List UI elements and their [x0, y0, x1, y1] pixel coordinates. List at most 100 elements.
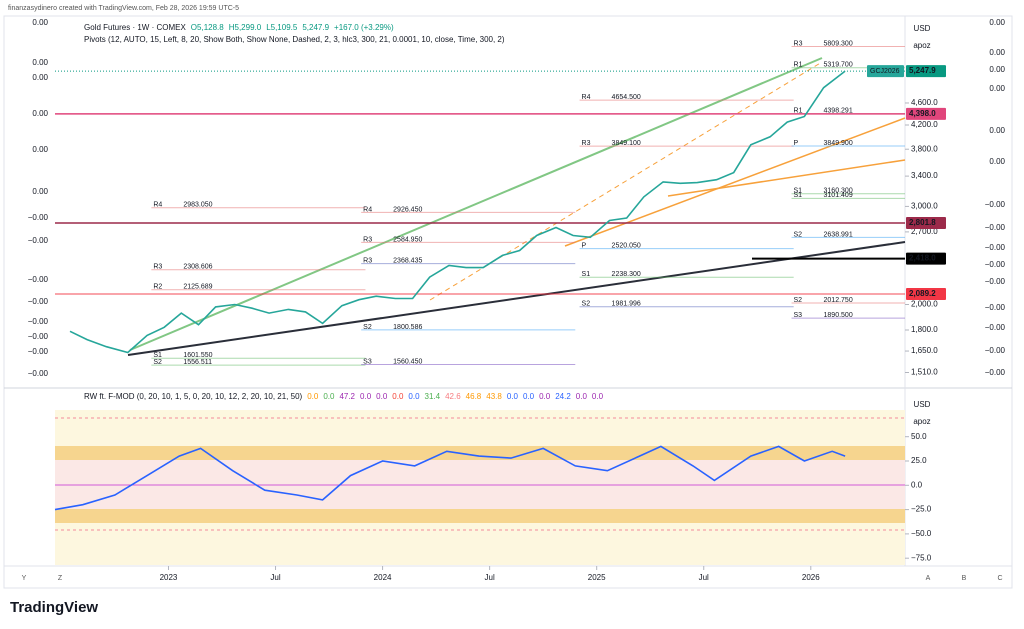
pivot-label: 2638.991 [824, 231, 853, 238]
side-scale-label: −0.00 [28, 369, 49, 378]
indicator-readout: 24.2 [555, 392, 571, 401]
side-scale-label: −0.00 [985, 323, 1006, 332]
y-tick-label: 1,800.0 [911, 325, 938, 334]
y-tick-label: −50.0 [911, 529, 932, 538]
indicator-title: RW ft. F-MOD (0, 20, 10, 1, 5, 0, 20, 10… [84, 392, 303, 401]
pivot-name: S2 [363, 324, 372, 331]
indicator-readout: 0.0 [576, 392, 588, 401]
indicator-readout: 43.8 [486, 392, 502, 401]
indicator-readout: 0.0 [539, 392, 551, 401]
side-scale-label: 0.00 [32, 58, 48, 67]
side-scale-label: −0.00 [985, 223, 1006, 232]
x-tick-label: 2023 [160, 573, 178, 582]
pivot-name: S2 [153, 359, 162, 366]
pivot-name: R1 [794, 62, 803, 69]
y-tick-label: 1,650.0 [911, 346, 938, 355]
side-scale-label: 0.00 [32, 145, 48, 154]
pivot-name: R3 [363, 257, 372, 264]
pivot-label: 1556.511 [183, 359, 212, 366]
x-tick-label: 2025 [588, 573, 606, 582]
pivot-name: R4 [582, 94, 591, 101]
pivot-name: R1 [794, 108, 803, 115]
pivot-label: 1981.996 [612, 301, 641, 308]
axis-button: A [926, 575, 931, 582]
axis-button: B [962, 575, 967, 582]
indicator-title: RW ft. F-MOD (0, 20, 10, 1, 5, 0, 20, 10… [84, 392, 604, 401]
side-scale-label: 0.00 [32, 73, 48, 82]
pivot-label: 2012.750 [824, 297, 853, 304]
pivot-name: S3 [794, 312, 803, 319]
axis-button: Y [22, 575, 27, 582]
pivot-name: S2 [582, 301, 591, 308]
pivot-name: P [794, 140, 799, 147]
symbol-label: GCJ2026 [870, 68, 900, 75]
chart-title: Gold Futures · 1W · COMEX [84, 23, 186, 32]
side-scale-label: −0.00 [28, 236, 49, 245]
pivot-name: R3 [582, 140, 591, 147]
indicator-readout: 0.0 [307, 392, 319, 401]
y-tick-label: 3,800.0 [911, 144, 938, 153]
indicator-readout: 0.0 [392, 392, 404, 401]
pivot-name: S1 [582, 271, 591, 278]
pivot-label: 2520.050 [612, 242, 641, 249]
y-tick-label: 25.0 [911, 456, 927, 465]
pivot-name: R3 [153, 264, 162, 271]
indicator-readout: 0.0 [523, 392, 535, 401]
level-label: 2,089.2 [909, 289, 936, 298]
pivot-name: R4 [363, 206, 372, 213]
side-scale-label: 0.00 [989, 65, 1005, 74]
indicator-readout: 0.0 [507, 392, 519, 401]
side-scale-label: −0.00 [28, 297, 49, 306]
y-tick-label: 3,400.0 [911, 171, 938, 180]
pivot-name: R3 [794, 40, 803, 47]
chart-title: Gold Futures · 1W · COMEX O5,128.8 H5,299.… [84, 23, 394, 32]
indicator-readout: 46.8 [466, 392, 482, 401]
pivot-label: 3101.409 [824, 192, 853, 199]
currency-label: USD [914, 24, 931, 33]
pivot-name: S1 [153, 352, 162, 359]
side-scale-label: −0.00 [985, 200, 1006, 209]
side-scale-label: −0.00 [985, 260, 1006, 269]
y-tick-label: −75.0 [911, 553, 932, 562]
level-tag [906, 252, 946, 265]
axis-button: C [997, 575, 1002, 582]
trend-line [564, 117, 906, 247]
level-tag [906, 65, 946, 78]
pivot-label: 2368.435 [393, 257, 422, 264]
indicator-readout: 0.0 [323, 392, 335, 401]
pivot-label: 3849.100 [612, 140, 641, 147]
pivot-label: 2238.300 [612, 271, 641, 278]
ohlc-value: H5,299.0 [229, 23, 262, 32]
y-tick-label: 2,700.0 [911, 227, 938, 236]
side-scale-label: −0.00 [28, 332, 49, 341]
indicator-readout: 0.0 [376, 392, 388, 401]
indicator-readout: 0.0 [408, 392, 420, 401]
side-scale-label: −0.00 [28, 275, 49, 284]
trend-line [129, 57, 823, 351]
pivot-name: R4 [153, 202, 162, 209]
pivot-label: 5319.700 [824, 62, 853, 69]
level-tag [906, 287, 946, 300]
y-tick-label: 1,510.0 [911, 368, 938, 377]
x-tick-label: Jul [699, 573, 709, 582]
level-label: 2,801.8 [909, 218, 936, 227]
ohlc-value: L5,109.5 [266, 23, 298, 32]
side-scale-label: 0.00 [989, 157, 1005, 166]
y-tick-label: 3,000.0 [911, 202, 938, 211]
pivot-name: S1 [794, 192, 803, 199]
level-label: 4,398.0 [909, 109, 936, 118]
x-tick-label: 2026 [802, 573, 820, 582]
pivot-label: 1800.586 [393, 324, 422, 331]
x-tick-label: Jul [485, 573, 495, 582]
pivot-name: R3 [363, 236, 372, 243]
indicator-readout: 31.4 [425, 392, 441, 401]
pivot-label: 3849.900 [824, 140, 853, 147]
side-scale-label: 0.00 [32, 187, 48, 196]
pivot-label: 4398.291 [824, 108, 853, 115]
ohlc-value: O5,128.8 [191, 23, 224, 32]
symbol-tag [867, 65, 904, 78]
pivot-label: 2983.050 [183, 202, 212, 209]
side-scale-label: −0.00 [28, 347, 49, 356]
osc-band [55, 446, 905, 460]
